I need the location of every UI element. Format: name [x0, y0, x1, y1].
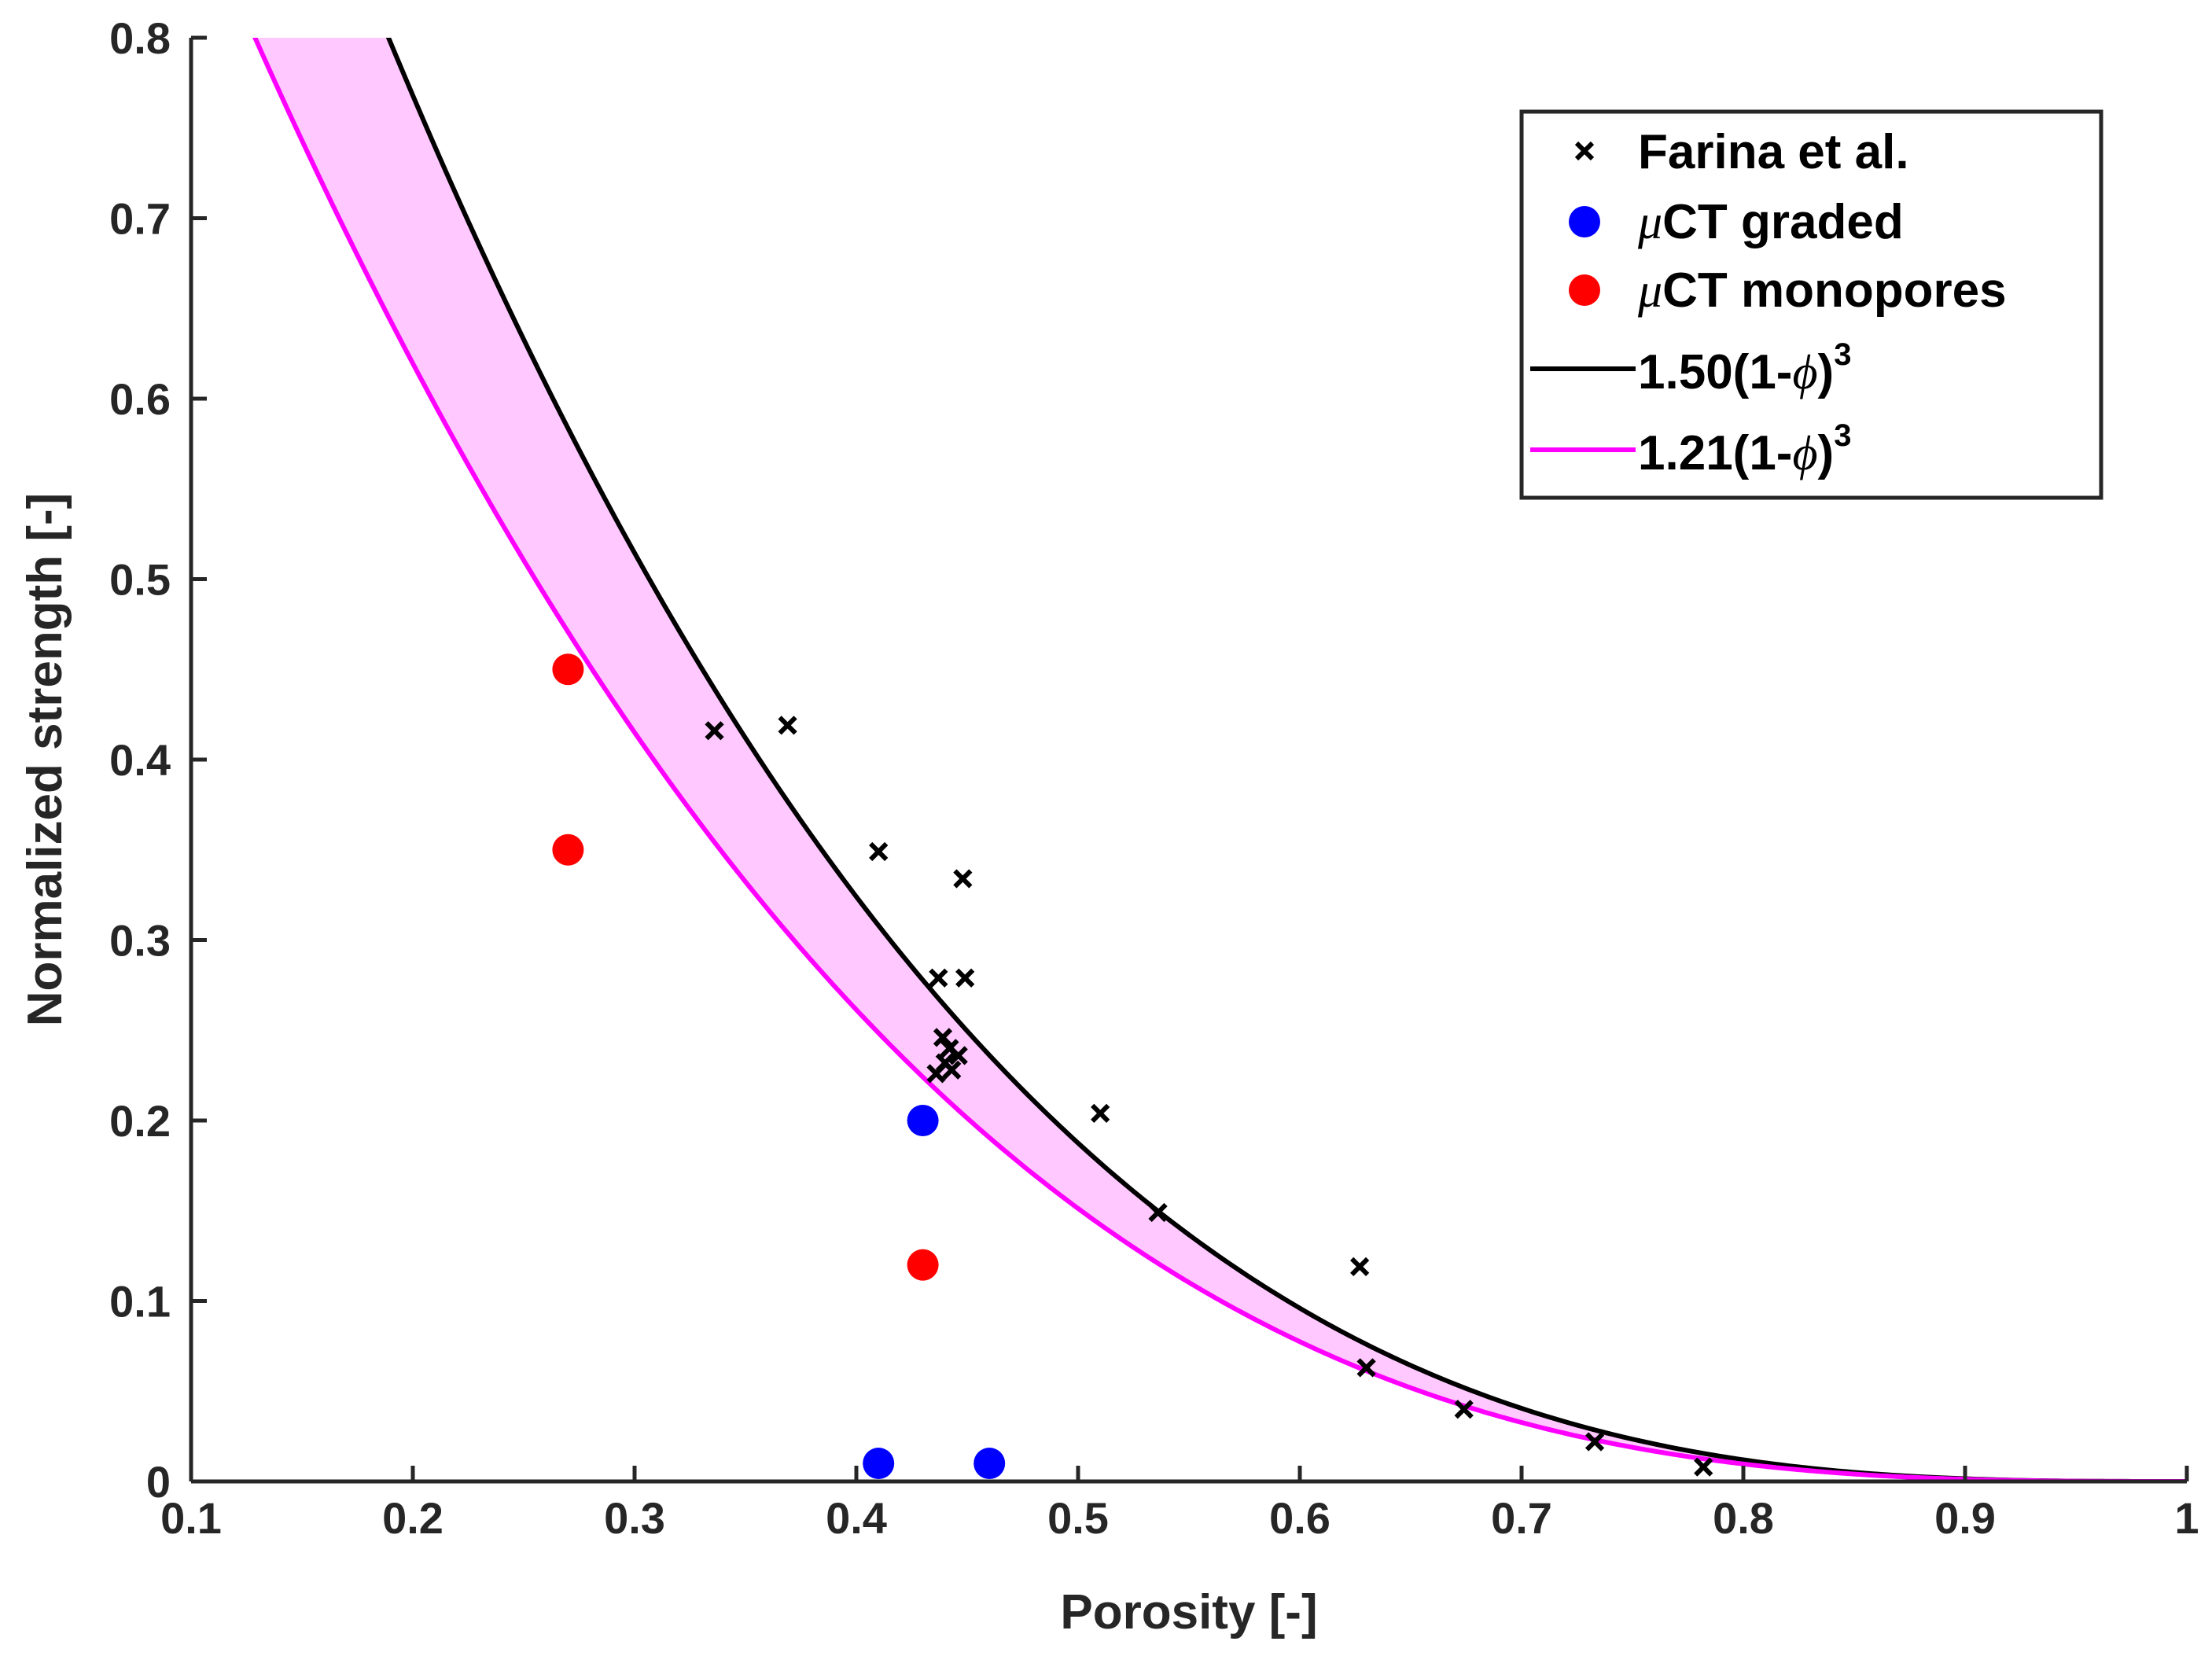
legend-label-graded: μCT graded	[1637, 195, 1904, 249]
farina-cross-point	[778, 716, 797, 735]
farina-cross-point	[1454, 1400, 1474, 1419]
legend-label-monopores: μCT monopores	[1637, 263, 2007, 318]
legend-box	[1519, 109, 2103, 500]
y-axis-label: Normalized strength [-]	[18, 493, 72, 1027]
x-tick-label: 0.4	[826, 1493, 887, 1543]
cross-stroke	[942, 1060, 962, 1080]
farina-cross-point	[955, 968, 975, 988]
cross-stroke	[953, 869, 973, 889]
legend: Farina et al. μCT graded μCT monopores 1…	[1519, 109, 2103, 500]
monopores-point	[552, 653, 584, 686]
cross-stroke	[1454, 1400, 1474, 1419]
cross-stroke	[1148, 1202, 1168, 1223]
legend-item-monopores: μCT monopores	[1569, 263, 2007, 318]
farina-cross-point	[1694, 1457, 1713, 1477]
x-tick-label: 0.9	[1934, 1493, 1996, 1543]
cross-stroke	[1350, 1257, 1370, 1277]
y-tick-label: 0.1	[109, 1277, 171, 1327]
y-tick-label: 0.8	[109, 13, 171, 63]
farina-cross-point	[948, 1046, 968, 1065]
y-tick-label: 0.7	[109, 194, 171, 244]
x-tick-label: 0.7	[1491, 1493, 1552, 1543]
graded-point	[863, 1448, 895, 1480]
y-tick-label: 0.3	[109, 916, 171, 966]
monopores-point	[552, 834, 584, 866]
farina-cross-point	[705, 721, 724, 741]
cross-stroke	[948, 1046, 968, 1065]
farina-cross-point	[1350, 1257, 1370, 1277]
cross-stroke	[869, 841, 889, 862]
curve-1-21	[252, 38, 2187, 1481]
cross-stroke	[929, 968, 948, 988]
farina-cross-point	[1584, 1432, 1605, 1452]
legend-label-farina: Farina et al.	[1638, 125, 1909, 179]
x-tick-label: 0.3	[604, 1493, 665, 1543]
graded-point	[974, 1448, 1006, 1480]
cross-stroke	[1694, 1457, 1713, 1477]
x-tick-label: 0.6	[1269, 1493, 1331, 1543]
y-tick-label: 0.5	[109, 555, 171, 605]
x-axis-label: Porosity [-]	[1060, 1585, 1317, 1639]
legend-red-circle-marker	[1569, 274, 1600, 306]
graded-point	[907, 1105, 939, 1136]
cross-stroke	[705, 721, 724, 741]
marker-layer	[552, 653, 1713, 1480]
legend-item-curve-121: 1.21(1-ϕ)3	[1530, 418, 1851, 480]
legend-item-graded: μCT graded	[1569, 195, 1904, 249]
y-tick-label: 0.6	[109, 374, 171, 424]
legend-item-farina: Farina et al.	[1574, 125, 1909, 179]
farina-cross-point	[869, 841, 889, 862]
farina-cross-point	[1148, 1202, 1168, 1223]
y-tick-label: 0	[146, 1457, 171, 1507]
farina-cross-point	[933, 1028, 953, 1047]
cross-stroke	[1356, 1358, 1376, 1378]
cross-stroke	[778, 716, 797, 735]
cross-stroke	[955, 968, 975, 988]
x-tick-label: 1	[2174, 1493, 2199, 1543]
farina-cross-point	[942, 1060, 962, 1080]
cross-stroke	[1091, 1103, 1110, 1123]
monopores-point	[907, 1249, 939, 1281]
cross-stroke	[940, 1039, 959, 1058]
y-tick-label: 0.2	[109, 1096, 171, 1146]
cross-stroke	[933, 1028, 953, 1047]
legend-item-curve-150: 1.50(1-ϕ)3	[1530, 337, 1851, 399]
x-tick-label: 0.1	[160, 1493, 222, 1543]
legend-blue-circle-marker	[1569, 206, 1600, 237]
x-tick-label: 0.5	[1047, 1493, 1109, 1543]
legend-label-curve-150: 1.50(1-ϕ)3	[1638, 337, 1851, 399]
legend-label-curve-121: 1.21(1-ϕ)3	[1638, 418, 1851, 480]
farina-cross-point	[1356, 1358, 1376, 1378]
cross-stroke	[926, 1064, 946, 1084]
y-tick-label: 0.4	[109, 735, 171, 785]
farina-cross-point	[1091, 1103, 1110, 1123]
farina-cross-point	[929, 968, 948, 988]
farina-cross-point	[926, 1064, 946, 1084]
x-tick-label: 0.2	[382, 1493, 444, 1543]
cross-stroke	[1584, 1432, 1605, 1452]
farina-cross-point	[953, 869, 973, 889]
legend-cross-marker	[1574, 141, 1595, 161]
ticks-layer: 0.1 0.2 0.3 0.4 0.5 0.6 0.7 0.8 0.9 100.10.20.30.…	[109, 13, 2199, 1543]
curve-layer	[252, 38, 2187, 1481]
x-tick-label: 0.8	[1713, 1493, 1774, 1543]
